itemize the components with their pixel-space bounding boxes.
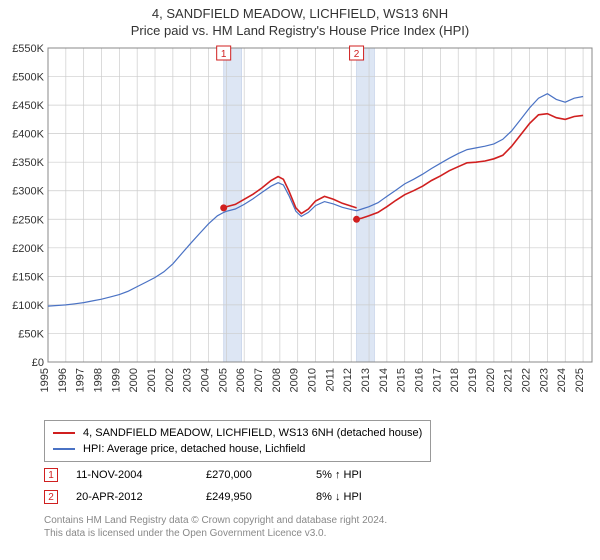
- figure-container: 4, SANDFIELD MEADOW, LICHFIELD, WS13 6NH…: [0, 0, 600, 560]
- svg-text:£550K: £550K: [12, 43, 44, 55]
- sale-row: 1 11-NOV-2004 £270,000 5% ↑ HPI: [44, 464, 362, 486]
- svg-text:2018: 2018: [449, 368, 461, 392]
- footer-line2: This data is licensed under the Open Gov…: [44, 527, 387, 540]
- svg-text:£250K: £250K: [12, 214, 44, 226]
- svg-text:£200K: £200K: [12, 243, 44, 255]
- title-address: 4, SANDFIELD MEADOW, LICHFIELD, WS13 6NH: [0, 0, 600, 21]
- svg-text:2023: 2023: [538, 368, 550, 392]
- svg-text:£400K: £400K: [12, 129, 44, 141]
- sale-row: 2 20-APR-2012 £249,950 8% ↓ HPI: [44, 486, 362, 508]
- sale-date: 11-NOV-2004: [76, 469, 206, 481]
- svg-text:1997: 1997: [75, 368, 87, 392]
- svg-text:£350K: £350K: [12, 157, 44, 169]
- svg-text:2000: 2000: [128, 368, 140, 392]
- svg-text:2012: 2012: [342, 368, 354, 392]
- sale-delta: 8% ↓ HPI: [316, 491, 362, 503]
- sale-delta: 5% ↑ HPI: [316, 469, 362, 481]
- svg-text:£100K: £100K: [12, 300, 44, 312]
- svg-text:2004: 2004: [200, 368, 212, 392]
- svg-text:£300K: £300K: [12, 186, 44, 198]
- legend-swatch-hpi: [53, 448, 75, 450]
- legend-label-property: 4, SANDFIELD MEADOW, LICHFIELD, WS13 6NH…: [83, 427, 422, 439]
- svg-text:£50K: £50K: [18, 328, 44, 340]
- svg-text:2025: 2025: [574, 368, 586, 392]
- legend-row: 4, SANDFIELD MEADOW, LICHFIELD, WS13 6NH…: [53, 425, 422, 441]
- svg-text:£0: £0: [32, 357, 44, 369]
- svg-text:2021: 2021: [503, 368, 515, 392]
- chart-area: £0 £50K £100K £150K £200K £250K £300K £350K £400…: [0, 42, 600, 412]
- svg-text:1998: 1998: [93, 368, 105, 392]
- legend-swatch-property: [53, 432, 75, 434]
- svg-text:£500K: £500K: [12, 72, 44, 84]
- svg-text:2003: 2003: [182, 368, 194, 392]
- footer: Contains HM Land Registry data © Crown c…: [44, 514, 387, 540]
- chart-svg: £0 £50K £100K £150K £200K £250K £300K £350K £400…: [0, 42, 600, 412]
- sale-price: £249,950: [206, 491, 316, 503]
- legend-panel: 4, SANDFIELD MEADOW, LICHFIELD, WS13 6NH…: [44, 420, 431, 462]
- sale-marker-2: 2: [44, 490, 58, 504]
- svg-text:2019: 2019: [467, 368, 479, 392]
- svg-text:2007: 2007: [253, 368, 265, 392]
- svg-text:1996: 1996: [57, 368, 69, 392]
- svg-text:1995: 1995: [39, 368, 51, 392]
- title-subtitle: Price paid vs. HM Land Registry's House …: [0, 21, 600, 42]
- sale-marker-1: 1: [44, 468, 58, 482]
- svg-text:2015: 2015: [396, 368, 408, 392]
- svg-text:2024: 2024: [556, 368, 568, 392]
- svg-text:2001: 2001: [146, 368, 158, 392]
- legend-row: HPI: Average price, detached house, Lich…: [53, 441, 422, 457]
- svg-text:2013: 2013: [360, 368, 372, 392]
- svg-text:2009: 2009: [289, 368, 301, 392]
- legend-label-hpi: HPI: Average price, detached house, Lich…: [83, 443, 305, 455]
- svg-text:2014: 2014: [378, 368, 390, 392]
- sale-price: £270,000: [206, 469, 316, 481]
- svg-text:2016: 2016: [414, 368, 426, 392]
- sale-date: 20-APR-2012: [76, 491, 206, 503]
- svg-text:2022: 2022: [521, 368, 533, 392]
- svg-text:1: 1: [221, 49, 227, 60]
- svg-text:£450K: £450K: [12, 100, 44, 112]
- svg-text:2002: 2002: [164, 368, 176, 392]
- svg-text:2011: 2011: [324, 368, 336, 392]
- svg-text:2020: 2020: [485, 368, 497, 392]
- svg-text:2008: 2008: [271, 368, 283, 392]
- svg-text:2017: 2017: [431, 368, 443, 392]
- svg-text:2006: 2006: [235, 368, 247, 392]
- svg-text:2010: 2010: [307, 368, 319, 392]
- svg-text:1999: 1999: [110, 368, 122, 392]
- footer-line1: Contains HM Land Registry data © Crown c…: [44, 514, 387, 527]
- svg-text:2: 2: [354, 49, 360, 60]
- svg-text:2005: 2005: [217, 368, 229, 392]
- svg-text:£150K: £150K: [12, 271, 44, 283]
- sales-panel: 1 11-NOV-2004 £270,000 5% ↑ HPI 2 20-APR…: [44, 464, 362, 508]
